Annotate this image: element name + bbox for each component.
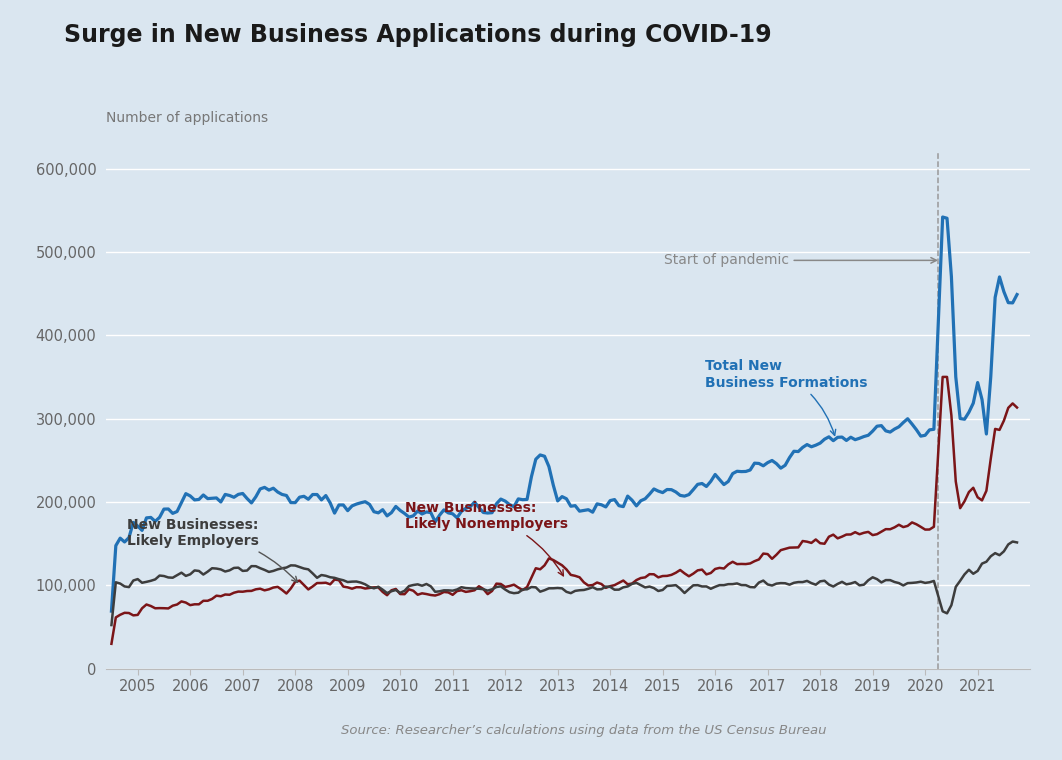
- Text: Number of applications: Number of applications: [106, 112, 269, 125]
- Text: Surge in New Business Applications during COVID-19: Surge in New Business Applications durin…: [64, 23, 771, 47]
- Text: Source: Researcher’s calculations using data from the US Census Bureau: Source: Researcher’s calculations using …: [341, 724, 827, 737]
- Text: New Businesses:
Likely Employers: New Businesses: Likely Employers: [127, 518, 297, 582]
- Text: Start of pandemic: Start of pandemic: [664, 253, 789, 268]
- Text: New Businesses:
Likely Nonemployers: New Businesses: Likely Nonemployers: [406, 501, 568, 576]
- Text: Total New
Business Formations: Total New Business Formations: [705, 359, 868, 435]
